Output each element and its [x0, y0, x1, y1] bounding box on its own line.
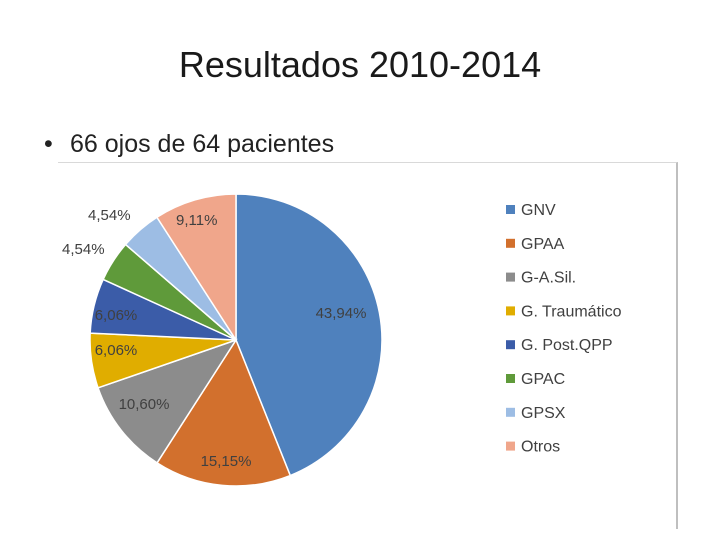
legend-label-g-post-qpp: G. Post.QPP — [521, 337, 613, 354]
legend-swatch-gpsx — [506, 407, 515, 417]
legend-swatch-gpac — [506, 374, 515, 383]
legend-label-gpsx: GPSX — [521, 405, 566, 422]
pie-slice-g-a-sil — [97, 338, 238, 464]
bullet-glyph: • — [44, 130, 53, 158]
pie-data-labels: 43,94% 15,15% 10,60% 6,06% 6,06% 4,54% 4,54% 9,… — [62, 207, 366, 470]
legend-label-g-a-sil: G-A.Sil. — [521, 270, 576, 287]
data-label-gpac: 4,54% — [62, 241, 105, 258]
bullet-point: • 66 ojos de 64 pacientes — [44, 130, 334, 159]
legend-label-gnv: GNV — [521, 202, 556, 219]
legend-swatch-g-a-sil — [506, 272, 515, 282]
legend-swatch-otros — [506, 441, 515, 451]
pie-slice-gnv — [235, 193, 383, 477]
pie-slice-gpaa — [156, 338, 292, 487]
data-label-gpsx: 4,54% — [88, 207, 131, 224]
data-label-gpaa: 15,15% — [201, 453, 252, 470]
data-label-gnv: 43,94% — [316, 305, 367, 322]
data-label-otros: 9,11% — [176, 212, 217, 229]
bullet-text: 66 ojos de 64 pacientes — [70, 130, 335, 158]
pie-legend: GNV GPAA G-A.Sil. G. Traumático G. Post.QPP G… — [506, 202, 622, 456]
legend-swatch-gpaa — [506, 238, 515, 248]
data-label-g-post-qpp: 6,06% — [95, 307, 138, 324]
data-label-g-a-sil: 10,60% — [119, 396, 170, 413]
pie-chart-frame: 43,94% 15,15% 10,60% 6,06% 6,06% 4,54% 4,54% 9,… — [58, 162, 678, 529]
slide-title: Resultados 2010-2014 — [178, 44, 542, 85]
legend-swatch-g-post-qpp — [506, 340, 515, 350]
pie-slice-otros — [155, 193, 237, 343]
legend-label-gpaa: GPAA — [521, 236, 565, 253]
legend-label-gpac: GPAC — [521, 371, 565, 388]
pie-slices — [89, 193, 383, 487]
legend-label-g-traumatico: G. Traumático — [521, 303, 622, 320]
legend-swatch-g-traumatico — [506, 306, 515, 316]
legend-swatch-gnv — [506, 205, 515, 214]
pie-chart: 43,94% 15,15% 10,60% 6,06% 6,06% 4,54% 4,54% 9,… — [62, 193, 622, 487]
data-label-g-traumatico: 6,06% — [95, 342, 138, 359]
legend-label-otros: Otros — [521, 439, 560, 456]
